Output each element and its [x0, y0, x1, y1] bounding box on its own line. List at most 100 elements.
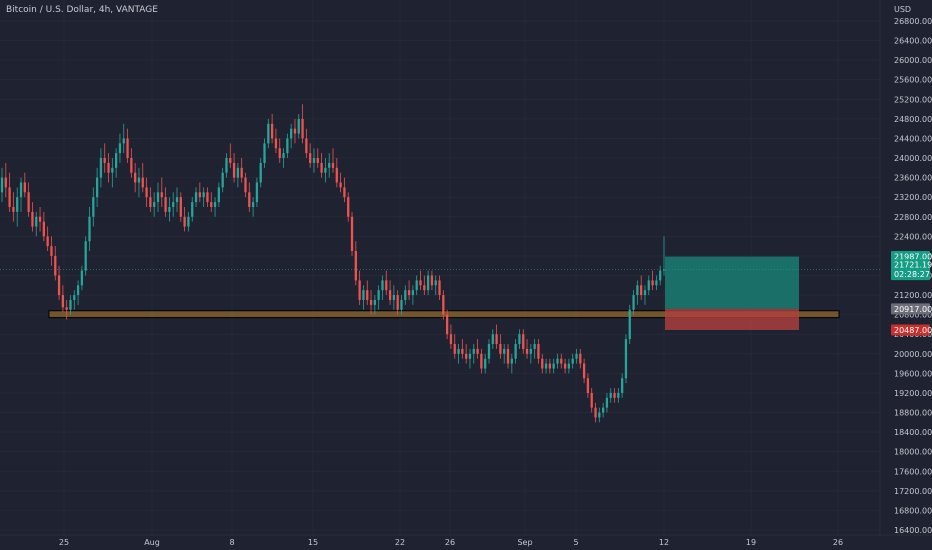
candle-body	[255, 182, 259, 203]
candle-body	[453, 344, 456, 354]
currency-label: USD	[894, 5, 911, 14]
time-axis[interactable]: 25 Aug 8 15 22 26 Sep 5 12 19 26	[59, 538, 843, 547]
x-tick-label: 25	[59, 538, 69, 547]
y-tick-label: 17200.00	[894, 487, 932, 496]
y-tick-label: 18000.00	[894, 448, 932, 457]
entry-label: 20917.00	[894, 305, 932, 314]
candle-body	[480, 353, 483, 369]
candle-body	[251, 202, 255, 207]
y-tick-label: 21200.00	[894, 291, 932, 300]
candle-body	[358, 280, 361, 300]
candle-body	[134, 172, 137, 183]
candle-body	[50, 246, 53, 256]
candle-body	[609, 392, 612, 398]
candle-body	[571, 358, 574, 364]
candle-body	[168, 206, 171, 212]
y-tick-label: 18400.00	[894, 428, 932, 437]
target-zone	[665, 256, 799, 309]
candle-body	[217, 187, 221, 203]
candle-body	[442, 295, 445, 315]
candle-body	[236, 167, 240, 178]
candle-body	[613, 392, 616, 398]
candle-body	[35, 216, 38, 227]
candle-body	[107, 162, 110, 173]
candle-body	[126, 138, 129, 159]
chart-title: Bitcoin / U.S. Dollar, 4h, VANTAGE	[6, 5, 158, 15]
candle-body	[510, 358, 513, 364]
candle-body	[305, 138, 308, 154]
candle-body	[655, 280, 658, 286]
candle-body	[202, 192, 205, 198]
candle-body	[632, 295, 635, 310]
candle-body	[556, 358, 559, 364]
candle-body	[232, 162, 236, 178]
candle-body	[567, 363, 571, 369]
y-tick-label: 24400.00	[894, 134, 932, 143]
candle-body	[628, 309, 631, 340]
y-tick-label: 22800.00	[894, 213, 932, 222]
candle-body	[586, 378, 590, 393]
candle-body	[4, 177, 7, 188]
candle-body	[259, 162, 262, 183]
candle-body	[400, 299, 403, 310]
y-tick-label: 25200.00	[894, 95, 932, 104]
candle-body	[548, 363, 552, 369]
candle-body	[506, 348, 510, 364]
take-profit-label: 21987.00	[894, 253, 932, 262]
candle-body	[541, 358, 544, 369]
candle-body	[495, 334, 498, 345]
candle-body	[210, 202, 213, 207]
x-tick-label: 26	[833, 538, 843, 547]
candle-body	[19, 182, 23, 198]
stop-loss-label: 20487.00	[894, 326, 932, 335]
candle-body	[499, 344, 502, 354]
candle-body	[191, 202, 194, 217]
candle-body	[624, 339, 628, 379]
candle-body	[73, 295, 76, 300]
candle-body	[248, 192, 251, 207]
y-tick-label: 17600.00	[894, 467, 932, 476]
candle-body	[582, 363, 586, 379]
candle-body	[23, 182, 26, 193]
candle-body	[354, 251, 357, 281]
candle-body	[415, 280, 418, 291]
candle-body	[225, 158, 228, 173]
candle-body	[175, 197, 179, 203]
candle-body	[145, 187, 148, 198]
candle-body	[270, 123, 274, 139]
candle-body	[662, 269, 666, 271]
candle-body	[324, 167, 327, 173]
candle-body	[114, 153, 118, 168]
candle-body	[640, 285, 643, 296]
candle-body	[373, 299, 376, 305]
candle-body	[636, 285, 639, 296]
candle-body	[111, 167, 114, 173]
y-tick-label: 20000.00	[894, 350, 932, 359]
candle-body	[290, 128, 293, 139]
candle-body	[65, 307, 68, 310]
y-tick-label: 23200.00	[894, 193, 932, 202]
candle-body	[328, 162, 331, 168]
candle-body	[12, 206, 15, 212]
candle-body	[350, 216, 354, 252]
y-tick-label: 20800.00	[894, 311, 932, 320]
candle-body	[99, 158, 103, 178]
candle-body	[16, 197, 19, 212]
x-tick-label: Aug	[144, 538, 160, 547]
candle-body	[293, 128, 297, 134]
candle-body	[278, 148, 281, 159]
candle-body	[434, 280, 437, 286]
candle-body	[229, 158, 232, 163]
candle-body	[95, 177, 99, 198]
candle-body	[388, 290, 392, 300]
candle-body	[297, 118, 300, 134]
candle-body	[347, 197, 350, 217]
candle-body	[122, 138, 125, 144]
candle-body	[221, 172, 224, 188]
candle-body	[183, 216, 186, 227]
price-axis[interactable]: 26800.00 26400.00 26000.00 25600.00 25200.00…	[894, 17, 932, 535]
candle-body	[544, 363, 548, 369]
y-tick-label: 26000.00	[894, 56, 932, 65]
x-tick-label: 19	[746, 538, 756, 547]
